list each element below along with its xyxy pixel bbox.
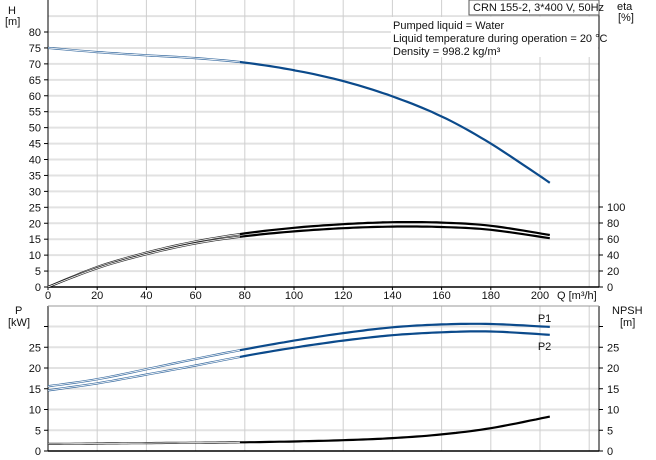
x-tick-label: 140 [383, 290, 401, 302]
y-tick-label-right: 25 [607, 342, 619, 354]
curve-series-1 [239, 330, 550, 358]
annotation-box [391, 17, 598, 57]
y-axis-title-left: H [8, 5, 16, 17]
curve-series-2-inner [47, 236, 240, 288]
x-tick-label: 120 [334, 290, 352, 302]
y-tick-label-left: 5 [35, 425, 41, 437]
y-tick-label-right: 15 [607, 384, 619, 396]
y-tick-label-right: 20 [607, 266, 619, 278]
y-axis-title-left: P [15, 305, 22, 317]
y-tick-label-right: 100 [607, 202, 625, 214]
x-tick-label: 0 [45, 290, 51, 302]
y-axis-unit-left: [kW] [8, 317, 30, 329]
y-tick-label-left: 70 [29, 59, 41, 71]
y-axis-unit-right: [%] [618, 12, 634, 24]
x-tick-label: 80 [239, 290, 251, 302]
curve-series-1-outline [47, 355, 241, 392]
series-label: P1 [538, 313, 551, 325]
power-npsh-chart: 0 5 10 15 20 25 0 5 10 15 20 25 P[kW] NPSH[m] P1 P2 [8, 305, 643, 458]
curve-series-0 [239, 60, 551, 184]
x-tick-label: 100 [285, 290, 303, 302]
y-tick-label-left: 80 [29, 27, 41, 39]
y-tick-label-left: 60 [29, 91, 41, 103]
annotation-text: Pumped liquid = Water [393, 20, 505, 32]
y-tick-label-left: 35 [29, 170, 41, 182]
y-axis-unit-right: [m] [620, 317, 635, 329]
y-tick-label-left: 10 [29, 405, 41, 417]
y-tick-label-left: 15 [29, 384, 41, 396]
curve-series-0 [239, 322, 550, 352]
curve-series-2-inner [48, 441, 240, 445]
x-tick-label: 60 [189, 290, 201, 302]
x-tick-label: 180 [482, 290, 500, 302]
annotation-text: Density = 998.2 kg/m³ [393, 46, 501, 58]
y-tick-label-left: 0 [35, 446, 41, 458]
y-tick-label-left: 25 [29, 342, 41, 354]
y-tick-label-right: 0 [607, 446, 613, 458]
x-tick-label: 160 [432, 290, 450, 302]
curve-series-1-inner [47, 233, 240, 288]
head-efficiency-chart: 0510152025303540455055606570758002040608… [5, 0, 634, 302]
y-tick-label-right: 0 [607, 282, 613, 294]
y-tick-label-right: 20 [607, 363, 619, 375]
y-tick-label-right: 5 [607, 425, 613, 437]
y-tick-label-right: 40 [607, 250, 619, 262]
y-tick-label-right: 60 [607, 234, 619, 246]
x-tick-label: 40 [140, 290, 152, 302]
curve-series-2-outline [47, 235, 241, 289]
y-tick-label-left: 40 [29, 155, 41, 167]
y-tick-label-left: 50 [29, 123, 41, 135]
y-tick-label-left: 45 [29, 139, 41, 151]
y-axis-title-right: NPSH [612, 305, 643, 317]
title-box [468, 0, 600, 16]
curve-series-0-inner [47, 47, 240, 63]
curve-series-2 [239, 225, 550, 240]
y-tick-label-left: 30 [29, 186, 41, 198]
y-tick-label-left: 5 [35, 266, 41, 278]
y-tick-label-left: 15 [29, 234, 41, 246]
y-tick-label-left: 25 [29, 202, 41, 214]
y-tick-label-left: 10 [29, 250, 41, 262]
y-axis-title-right: eta [617, 1, 633, 13]
curve-series-1-outline [47, 233, 241, 289]
curve-series-0-inner [47, 349, 240, 387]
series-label: P2 [538, 341, 551, 353]
curve-series-1-inner [47, 356, 240, 391]
x-tick-label: 200 [531, 290, 549, 302]
x-axis-label: Q [m³/h] [557, 290, 597, 302]
y-tick-label-left: 20 [29, 363, 41, 375]
y-tick-label-left: 20 [29, 218, 41, 230]
annotation-text: Liquid temperature during operation = 20… [393, 33, 608, 45]
x-tick-label: 20 [91, 290, 103, 302]
y-axis-unit-left: [m] [5, 16, 20, 28]
y-tick-label-left: 0 [35, 282, 41, 294]
curve-series-1 [239, 221, 550, 237]
y-tick-label-right: 10 [607, 405, 619, 417]
y-tick-label-left: 55 [29, 107, 41, 119]
y-tick-label-left: 65 [29, 75, 41, 87]
y-tick-label-left: 75 [29, 43, 41, 55]
y-tick-label-right: 80 [607, 218, 619, 230]
curve-series-2 [239, 415, 551, 444]
chart-title: CRN 155-2, 3*400 V, 50Hz [473, 2, 604, 14]
